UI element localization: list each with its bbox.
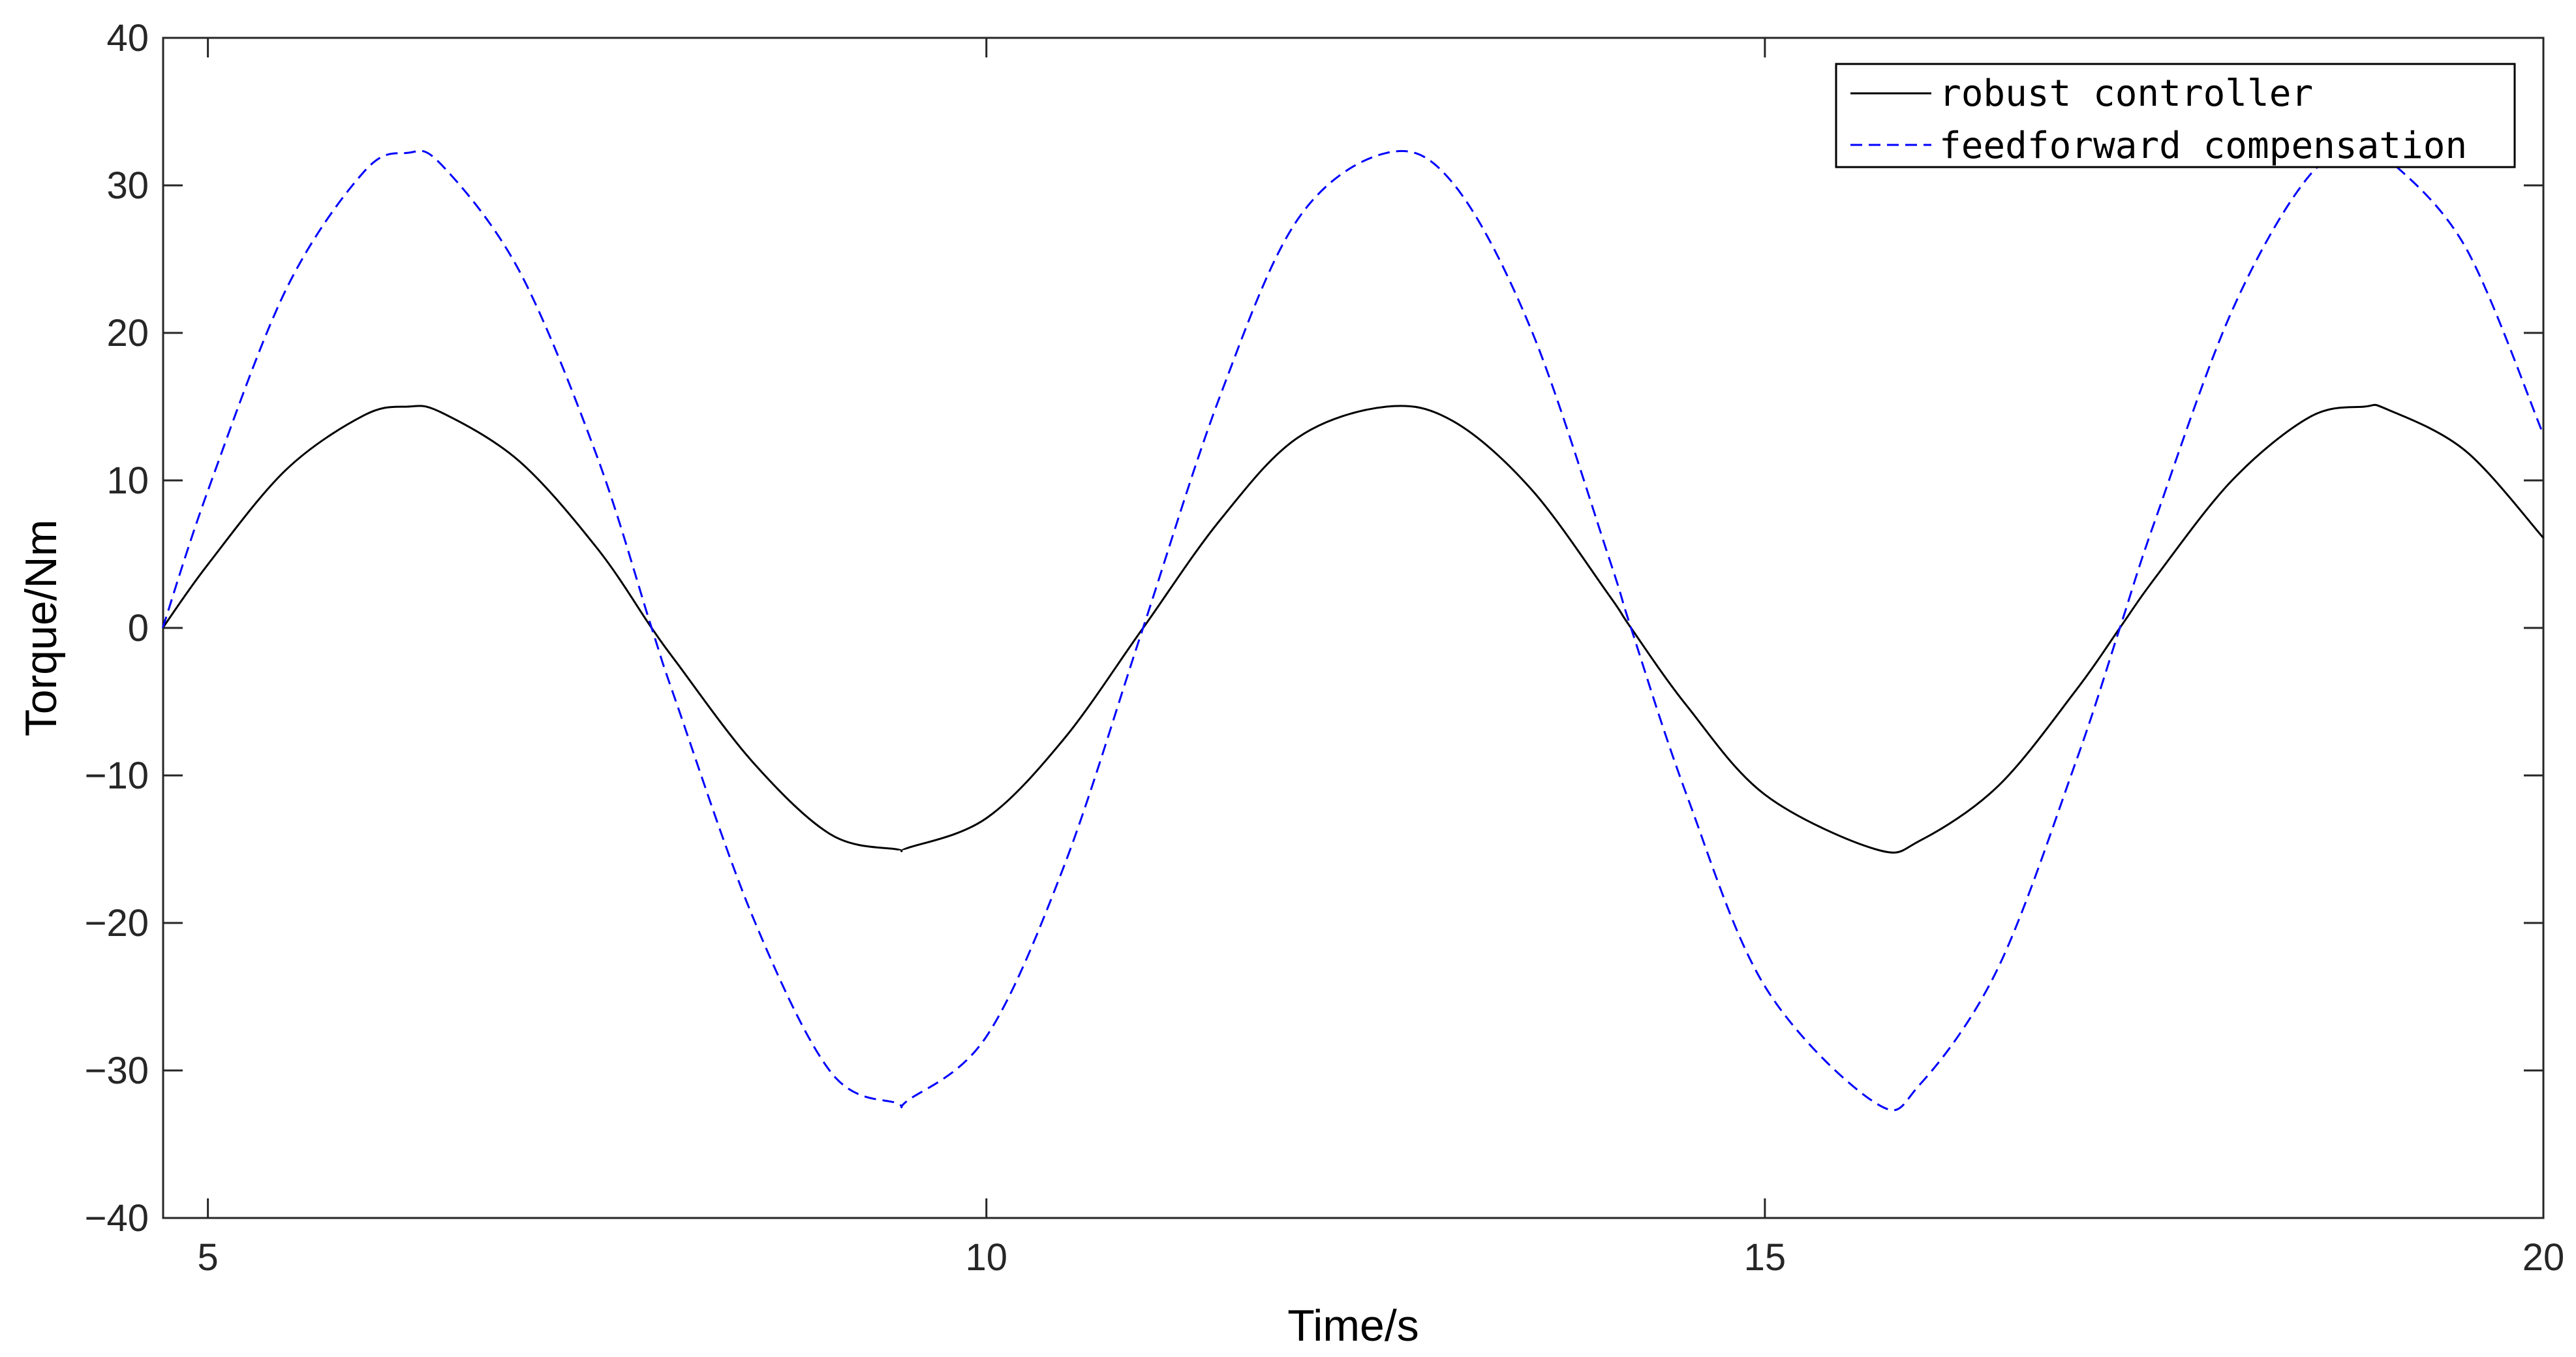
y-tick-label: 10 <box>106 460 149 502</box>
y-tick-label: 30 <box>106 164 149 207</box>
series-line-feedforward-compensation <box>161 148 2545 1112</box>
legend-label-feedforward-compensation: feedforward compensation <box>1939 125 2467 167</box>
y-tick-label: −20 <box>85 902 149 944</box>
legend-label-robust-controller: robust controller <box>1939 72 2313 115</box>
ticks: 5 10 15 20 −40 −30 −20 −10 0 10 20 30 40 <box>85 17 2565 1279</box>
x-tick-label: 15 <box>1744 1236 1786 1279</box>
x-tick-label: 20 <box>2522 1236 2565 1279</box>
x-axis-label: Time/s <box>1287 1301 1418 1350</box>
x-tick-label: 5 <box>197 1236 218 1279</box>
legend-box <box>1835 63 2516 168</box>
legend: robust controller feedforward compensati… <box>1835 63 2516 168</box>
y-tick-label: −30 <box>85 1050 149 1092</box>
curves <box>161 148 2545 1112</box>
plot-area <box>162 37 2545 1219</box>
y-tick-label: 20 <box>106 312 149 354</box>
y-tick-label: 40 <box>106 17 149 59</box>
y-tick-label: −10 <box>85 755 149 797</box>
series-line-robust-controller <box>162 403 2545 854</box>
y-tick-label: −40 <box>85 1197 149 1240</box>
y-axis-label: Torque/Nm <box>16 520 66 737</box>
y-tick-label: 0 <box>128 607 149 649</box>
x-tick-label: 10 <box>965 1236 1007 1279</box>
